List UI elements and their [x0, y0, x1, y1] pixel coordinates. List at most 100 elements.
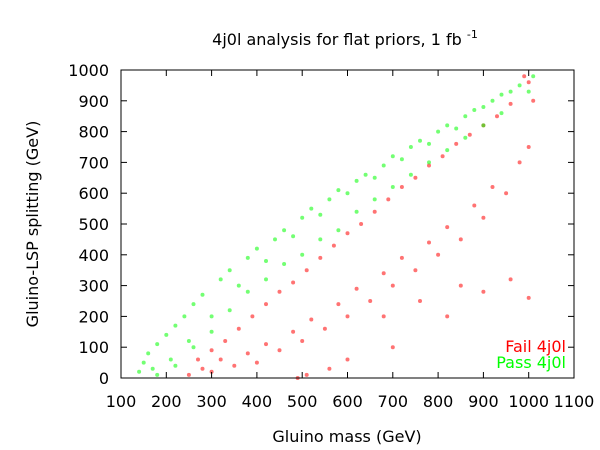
data-point	[481, 105, 486, 109]
x-tick-label: 600	[332, 392, 363, 411]
data-point	[227, 308, 232, 313]
data-point	[399, 255, 404, 260]
y-tick-label: 200	[78, 307, 109, 326]
x-tick-label: 700	[378, 392, 409, 411]
data-point	[250, 314, 255, 319]
data-point	[472, 108, 477, 112]
data-point	[277, 348, 282, 353]
data-point	[141, 360, 146, 365]
data-point	[282, 228, 287, 233]
data-point	[173, 323, 178, 328]
data-point	[472, 203, 477, 208]
data-point	[318, 212, 323, 217]
data-point	[345, 191, 350, 196]
x-axis-title: Gluino mass (GeV)	[272, 427, 421, 446]
y-tick-label: 1000	[68, 61, 109, 80]
data-point	[526, 89, 531, 94]
data-point	[209, 348, 214, 353]
data-point	[499, 111, 504, 116]
y-tick-label: 500	[78, 215, 109, 234]
data-point	[508, 89, 513, 94]
data-point	[164, 332, 169, 337]
data-point	[218, 357, 223, 362]
data-point	[390, 185, 395, 189]
x-tick-label: 900	[468, 392, 499, 411]
data-point	[277, 289, 282, 294]
data-point	[504, 191, 509, 196]
data-point	[146, 351, 151, 356]
data-point	[236, 326, 241, 331]
data-point	[209, 314, 214, 319]
data-point	[399, 185, 404, 189]
x-tick-label: 800	[423, 392, 454, 411]
data-point	[427, 240, 431, 245]
data-point	[440, 154, 445, 159]
data-point	[264, 259, 268, 263]
data-point	[309, 317, 314, 322]
data-point	[309, 206, 314, 211]
data-point	[264, 302, 268, 307]
data-point	[427, 160, 431, 165]
data-point	[186, 372, 191, 377]
data-point	[408, 172, 413, 177]
data-point	[372, 197, 377, 202]
data-point	[345, 314, 350, 319]
data-point	[209, 329, 214, 334]
data-point	[186, 339, 191, 343]
data-point	[291, 280, 296, 285]
data-point	[318, 237, 323, 242]
data-point	[245, 289, 250, 294]
data-point	[481, 289, 486, 294]
data-point	[282, 262, 287, 266]
data-point	[155, 342, 160, 347]
data-point	[445, 314, 450, 319]
data-point	[508, 277, 513, 282]
legend-label-pass: Pass 4j0l	[496, 353, 566, 372]
data-point	[526, 295, 531, 300]
data-point	[327, 197, 332, 202]
data-point	[354, 209, 359, 214]
data-point	[191, 345, 196, 350]
chart-title: 4j0l analysis for flat priors, 1 fb -1	[212, 28, 478, 49]
data-point	[386, 197, 391, 202]
data-point	[372, 175, 377, 180]
data-point	[445, 123, 450, 128]
y-tick-label: 600	[78, 184, 109, 203]
data-point	[467, 132, 472, 137]
y-tick-label: 100	[78, 338, 109, 357]
data-point	[463, 135, 468, 140]
data-point	[490, 98, 495, 103]
series-pass	[137, 74, 536, 377]
data-point	[381, 314, 386, 319]
data-point	[454, 141, 459, 146]
data-point	[454, 126, 459, 131]
data-point	[336, 188, 341, 193]
data-point	[381, 163, 386, 168]
y-axis-title: Gluino-LSP splitting (GeV)	[23, 121, 42, 328]
data-point	[200, 366, 205, 371]
data-point	[196, 357, 200, 362]
data-point	[531, 98, 536, 103]
data-point	[300, 339, 305, 343]
data-point	[264, 342, 268, 347]
y-tick-label: 900	[78, 92, 109, 111]
data-point	[526, 145, 531, 149]
data-point	[137, 369, 142, 374]
series-fail	[186, 74, 536, 380]
data-point	[304, 268, 309, 273]
data-point	[531, 74, 536, 79]
y-tick-label: 700	[78, 153, 109, 172]
y-tick-label: 0	[99, 369, 109, 388]
data-point	[436, 129, 441, 134]
data-point	[363, 172, 368, 177]
x-tick-label: 400	[242, 392, 273, 411]
y-tick-label: 800	[78, 123, 109, 142]
data-point	[359, 222, 364, 226]
data-point	[372, 209, 377, 214]
data-point	[336, 302, 341, 307]
data-point	[173, 363, 178, 368]
y-tick-label: 400	[78, 246, 109, 265]
data-point	[155, 372, 160, 377]
